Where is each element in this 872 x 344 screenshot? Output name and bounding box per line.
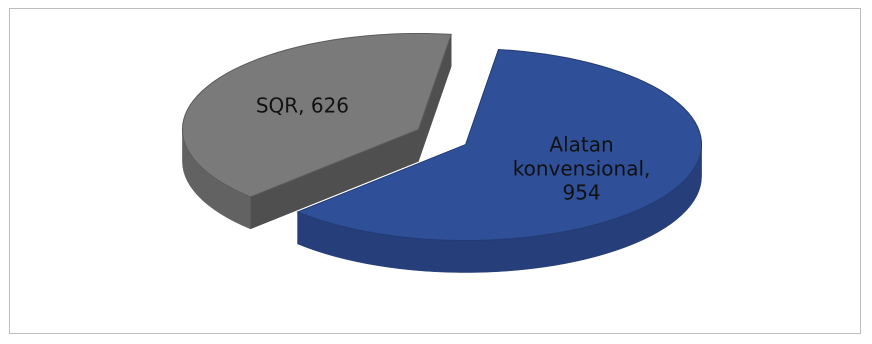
pie-slice [296,48,703,242]
chart-area: Alatan konvensional, 954 SQR, 626 [9,8,861,334]
data-label: Alatan [549,132,613,156]
data-label: SQR, 626 [256,94,349,118]
data-label: 954 [562,180,600,204]
data-label: konvensional, [513,156,651,180]
pie-slice [181,32,452,198]
